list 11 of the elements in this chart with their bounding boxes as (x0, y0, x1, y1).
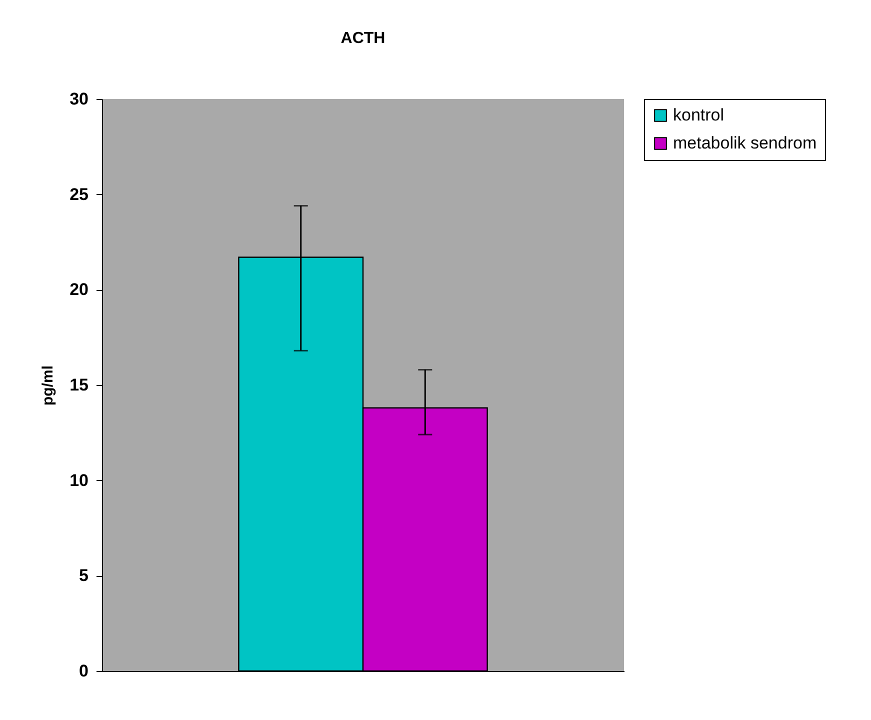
legend-label: metabolik sendrom (673, 134, 817, 152)
chart-title: ACTH (340, 30, 386, 47)
y-axis-title: pg/ml (40, 366, 57, 406)
y-tick-label: 25 (70, 184, 88, 204)
legend-label: kontrol (673, 106, 724, 124)
y-tick-label: 20 (70, 280, 88, 300)
y-tick-label: 10 (70, 470, 88, 490)
y-tick-label: 5 (79, 566, 88, 586)
y-tick-label: 15 (70, 376, 88, 394)
y-tick-label: 0 (79, 662, 88, 680)
y-tick-label: 30 (70, 90, 88, 108)
